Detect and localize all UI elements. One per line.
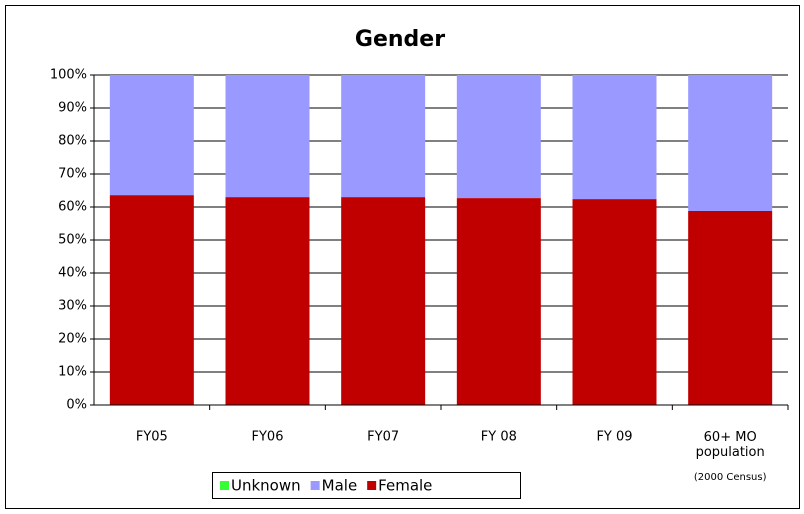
x-tick-label: FY05 xyxy=(136,430,168,445)
y-tick-label: 60% xyxy=(58,200,87,215)
legend-label: Unknown xyxy=(231,477,301,495)
bar-segment xyxy=(225,197,310,405)
x-tick-label: FY06 xyxy=(252,430,284,445)
y-tick-label: 80% xyxy=(58,134,87,149)
bar-segment xyxy=(688,210,773,405)
y-tick-label: 90% xyxy=(58,101,87,116)
bar-segment xyxy=(456,198,541,405)
x-tick-label-line: 60+ MO xyxy=(704,430,757,445)
legend-swatch xyxy=(310,481,320,490)
x-tick-label-line: population xyxy=(696,445,765,460)
y-tick-label: 30% xyxy=(58,299,87,314)
bar-segment xyxy=(456,75,541,199)
legend-label: Male xyxy=(322,477,358,495)
y-tick-label: 10% xyxy=(58,365,87,380)
legend-swatch xyxy=(220,481,229,490)
y-tick-label: 40% xyxy=(58,266,87,281)
chart-title: Gender xyxy=(355,27,445,52)
x-tick-label: FY07 xyxy=(367,430,399,445)
x-tick-label: 60+ MO population xyxy=(696,430,765,460)
bar-segment xyxy=(109,195,194,405)
x-tick-label: FY 09 xyxy=(596,430,632,445)
y-tick-label: 20% xyxy=(58,332,87,347)
y-tick-label: 70% xyxy=(58,167,87,182)
legend-label: Female xyxy=(378,477,432,495)
bar-segment xyxy=(572,199,657,405)
bar-segment xyxy=(109,75,194,196)
bar-segment xyxy=(341,75,426,198)
x-tick-label: FY 08 xyxy=(481,430,517,445)
bar-segment xyxy=(572,75,657,200)
y-tick-label: 0% xyxy=(66,398,87,413)
x-tick-sublabel: (2000 Census) xyxy=(694,472,767,483)
y-tick-label: 100% xyxy=(50,68,87,83)
bar-segment xyxy=(225,75,310,198)
bar-segment xyxy=(341,197,426,405)
y-tick-label: 50% xyxy=(58,233,87,248)
legend-swatch xyxy=(367,481,377,490)
legend-box xyxy=(212,472,521,499)
bar-segment xyxy=(688,75,773,211)
